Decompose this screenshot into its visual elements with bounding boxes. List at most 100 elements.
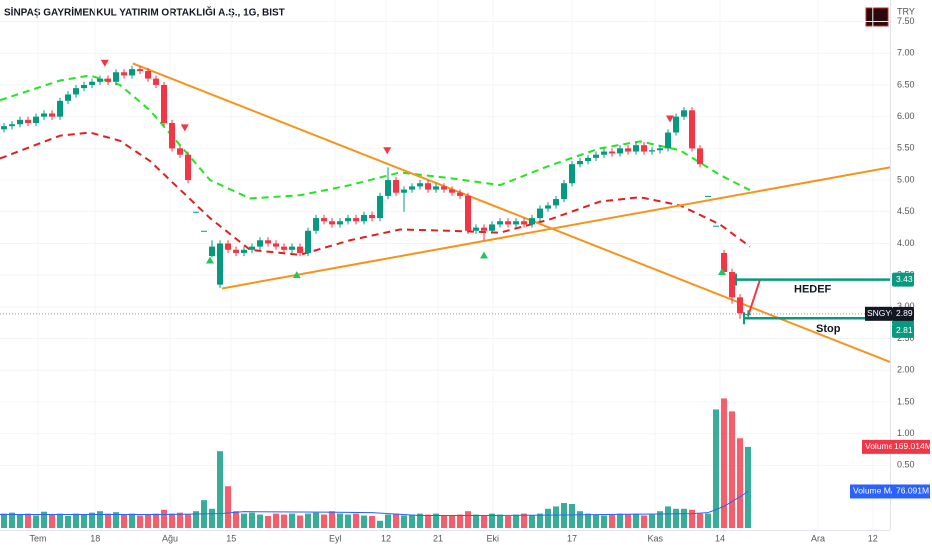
signal-marker xyxy=(292,271,301,279)
volume-name: Volume xyxy=(865,441,894,451)
volume-bar xyxy=(585,513,591,528)
signal-marker xyxy=(718,267,726,275)
plot xyxy=(0,0,891,530)
volume-bar xyxy=(697,513,703,528)
candle-body xyxy=(433,186,439,190)
candle-body xyxy=(281,246,287,250)
candle-body xyxy=(17,119,23,125)
volume-bar xyxy=(121,514,127,528)
volume-bar xyxy=(681,508,687,528)
volume-bar xyxy=(513,514,519,528)
price-label-box xyxy=(892,323,914,338)
volume-ma-value-box xyxy=(892,484,930,499)
volume-bar xyxy=(217,451,223,528)
x-tick-label: 15 xyxy=(226,533,236,543)
candle-body xyxy=(361,214,367,222)
candle-body xyxy=(385,180,391,196)
candle-body xyxy=(249,246,255,250)
volume-bar xyxy=(81,514,87,528)
candle-body xyxy=(641,145,647,152)
candle-body xyxy=(545,205,551,209)
volume-bar xyxy=(633,513,639,528)
moving-average xyxy=(0,131,751,256)
volume-bar xyxy=(1,513,7,528)
candle-body xyxy=(393,180,399,193)
volume-bar xyxy=(65,516,71,528)
candle-body xyxy=(689,110,695,149)
volume-bar xyxy=(145,514,151,528)
volume-bar xyxy=(193,511,199,528)
signal-marker xyxy=(180,124,189,132)
candle-body xyxy=(449,189,455,193)
volume-ma-value: 76.091M xyxy=(896,486,929,496)
x-tick-label: Eyl xyxy=(329,533,342,543)
volume-bar xyxy=(449,516,455,528)
volume-bar xyxy=(289,513,295,528)
volume-bar xyxy=(161,509,167,528)
volume-bar xyxy=(433,513,439,528)
volume-bar xyxy=(233,511,239,528)
y-tick-label: 2.00 xyxy=(897,365,915,375)
candle-body xyxy=(489,224,495,231)
candle-body xyxy=(417,183,423,187)
x-tick-label: Kas xyxy=(647,533,663,543)
volume-bar xyxy=(73,513,79,528)
candle-body xyxy=(57,100,63,117)
volume-bar xyxy=(737,438,743,528)
volume-bar xyxy=(401,515,407,528)
volume-bar xyxy=(473,514,479,528)
trend-line xyxy=(747,279,761,317)
candle-body xyxy=(377,195,383,219)
volume-bar xyxy=(241,513,247,528)
volume-bar xyxy=(593,514,599,528)
candle-body xyxy=(465,195,471,231)
volume-bar xyxy=(345,514,351,528)
volume-bar xyxy=(185,514,191,528)
volume-bar xyxy=(257,514,263,528)
volume-bar xyxy=(665,506,671,528)
volume-bar xyxy=(281,514,287,528)
candle-body xyxy=(65,94,71,101)
volume-bar xyxy=(465,511,471,528)
candle-body xyxy=(337,221,343,225)
volume-bar xyxy=(505,516,511,528)
candle-body xyxy=(457,192,463,196)
volume-bar xyxy=(657,511,663,528)
volume-bar xyxy=(569,504,575,528)
candle-body xyxy=(145,71,151,79)
y-tick-label: 2.50 xyxy=(897,333,915,343)
candle-body xyxy=(665,132,671,149)
candle-body xyxy=(713,225,719,227)
candle-body xyxy=(9,124,15,127)
candle-body xyxy=(321,218,327,222)
x-tick-label: Ağu xyxy=(162,533,178,543)
volume-name-box xyxy=(862,439,892,454)
y-tick-label: 0.50 xyxy=(897,460,915,470)
volume-bar xyxy=(321,514,327,528)
signal-marker xyxy=(480,251,488,259)
candle-body xyxy=(729,271,735,298)
volume-value-box xyxy=(892,439,930,454)
candle-body xyxy=(129,69,135,76)
volume-bar xyxy=(225,486,231,528)
volume-bar xyxy=(113,512,119,528)
candle-body xyxy=(329,221,335,225)
candle-body xyxy=(585,157,591,162)
logo xyxy=(865,7,889,27)
candle-body xyxy=(185,154,191,181)
volume-bar xyxy=(369,516,375,528)
volume-bar xyxy=(529,515,535,528)
volume-bar xyxy=(9,512,15,528)
volume-bar xyxy=(177,512,183,528)
volume-bar xyxy=(713,409,719,528)
candle-body xyxy=(81,84,87,89)
signal-marker xyxy=(206,256,214,264)
volume-bar xyxy=(545,508,551,528)
candle-body xyxy=(257,240,263,247)
candle-body xyxy=(537,208,543,219)
volume-bar xyxy=(729,411,735,528)
volume-bar xyxy=(489,513,495,528)
volume-ma-name: Volume MA xyxy=(853,486,897,496)
volume-bar xyxy=(497,514,503,528)
volume-bar xyxy=(553,506,559,528)
